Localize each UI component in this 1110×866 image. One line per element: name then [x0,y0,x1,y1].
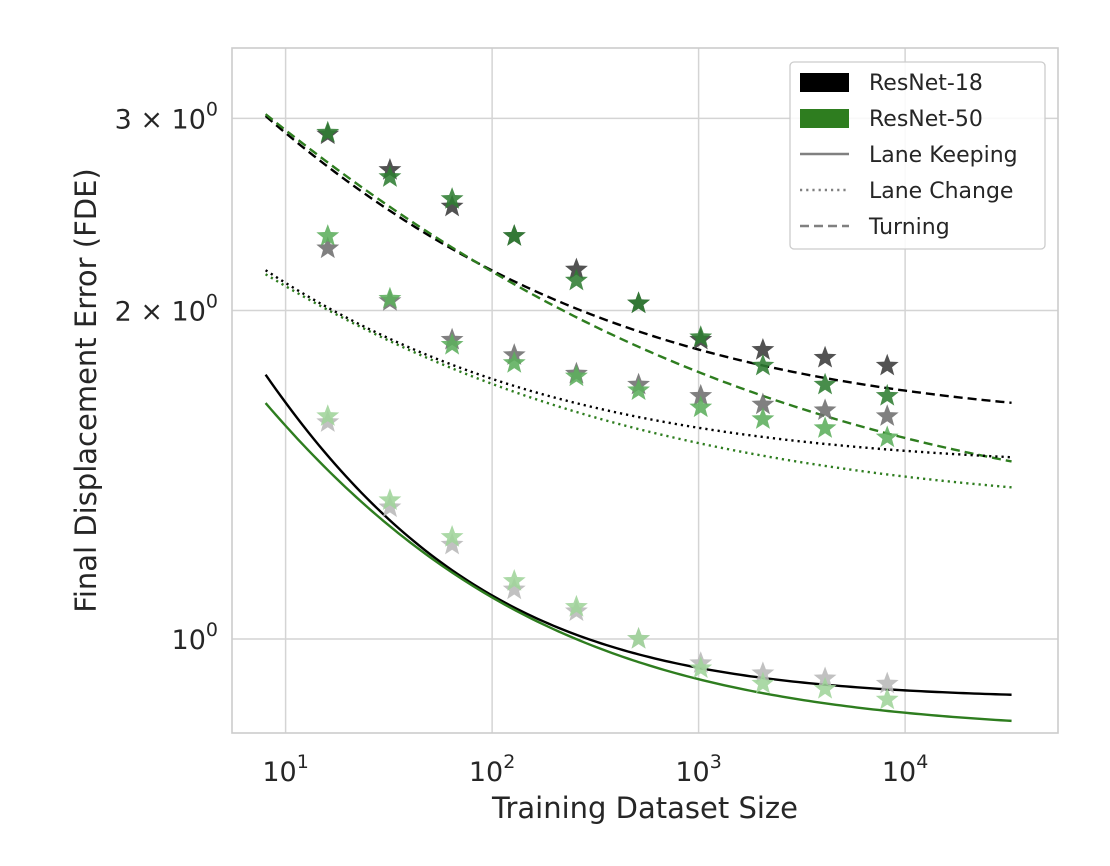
data-point [316,236,340,259]
legend-label: ResNet-18 [869,71,983,96]
data-point [751,353,775,376]
x-tick-exponent: 2 [503,751,515,773]
data-point [502,569,526,591]
data-point [813,398,837,421]
x-axis: 101 102 103 104 [262,751,928,788]
y-tick-exponent: 0 [206,619,218,641]
x-tick-exponent: 4 [916,751,928,773]
data-point [689,395,713,418]
data-point [378,488,402,510]
data-point [378,286,402,309]
data-point [627,378,650,400]
x-tick-base: 10 [469,757,503,788]
plot-area [264,113,1012,723]
data-point [751,407,775,429]
data-point [316,224,340,246]
data-point [378,495,402,518]
data-point [565,257,588,280]
x-tick-label: 104 [882,751,928,788]
legend-label: ResNet-50 [869,107,983,132]
y-tick-base: 10 [172,296,206,327]
data-point [440,187,464,209]
axes-frame [231,47,1059,734]
data-point [565,364,588,387]
x-tick-label: 101 [262,751,308,788]
y-axis-title: Final Displacement Error (FDE) [69,168,103,613]
legend-label: Lane Keeping [869,143,1018,168]
series-line [264,402,1012,723]
y-tick-exponent: 0 [206,98,218,120]
x-tick-base: 10 [675,757,709,788]
data-point [751,392,775,415]
markers [316,120,899,710]
data-point [875,383,899,406]
data-point [813,416,837,438]
series-line [264,273,1012,489]
legend-swatch [800,73,849,92]
legend-label: Lane Change [869,179,1013,204]
data-point [689,656,713,678]
data-point [565,268,588,291]
data-point [378,165,402,187]
data-point [689,325,713,347]
x-axis-title: Training Dataset Size [491,791,798,825]
data-point [751,337,775,360]
y-tick-coefficient: 3 × [115,104,172,135]
series-line [264,269,1012,459]
data-point [627,626,650,649]
data-point [627,291,650,314]
data-point [316,404,340,426]
data-point [875,687,899,710]
x-tick-exponent: 1 [297,751,309,773]
y-tick-label: 100 [172,619,218,656]
data-point [502,577,526,600]
data-point [813,372,837,395]
data-point [689,383,713,406]
data-point [316,120,340,143]
y-tick-label: 3 × 100 [115,98,218,135]
legend-box [789,61,1046,250]
data-point [875,425,899,448]
legend: ResNet-18 ResNet-50 Lane Keeping Lane Chang… [789,61,1046,250]
data-point [813,676,837,699]
y-tick-base: 10 [172,104,206,135]
x-tick-label: 102 [469,751,515,788]
data-point [440,525,464,547]
y-tick-exponent: 0 [206,290,218,312]
y-tick-label: 2 × 100 [115,290,218,327]
y-tick-coefficient: 2 × [115,296,172,327]
x-tick-base: 10 [882,757,916,788]
data-point [875,353,899,376]
data-point [440,332,464,355]
x-tick-label: 103 [675,751,721,788]
data-point [875,404,899,426]
data-point [751,671,775,694]
x-tick-exponent: 3 [710,751,722,773]
data-point [502,351,526,373]
data-point [502,224,526,246]
data-point [440,194,464,217]
data-point [565,594,588,617]
y-tick-base: 10 [172,625,206,656]
legend-swatch [800,109,849,128]
legend-label: Turning [868,215,950,240]
data-point [875,671,899,694]
x-tick-base: 10 [262,757,296,788]
data-point [440,532,464,555]
data-point [813,345,837,368]
